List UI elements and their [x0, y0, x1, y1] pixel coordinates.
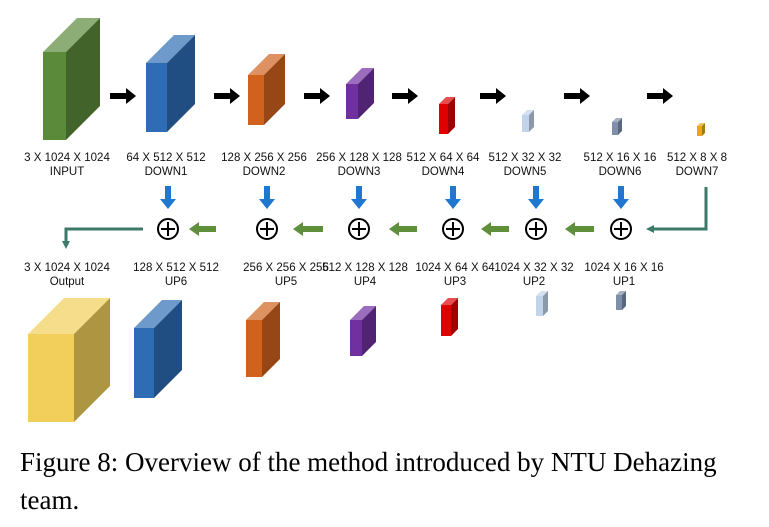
decoder-size-up6: 128 X 512 X 512 [133, 262, 219, 274]
encoder-size-down6: 512 X 16 X 16 [584, 152, 657, 164]
decoder-block-up5 [246, 302, 280, 377]
encoder-block-input [43, 18, 100, 140]
forward-arrow-2 [214, 88, 240, 104]
up-arrow-3 [389, 222, 417, 236]
skip-arrow-6 [613, 186, 629, 209]
skip-arrow-5 [528, 186, 544, 209]
decoder-block-up1 [616, 291, 626, 310]
decoder-size-output: 3 X 1024 X 1024 [24, 262, 110, 274]
output-connector [62, 227, 143, 249]
encoder-name-down1: DOWN1 [145, 166, 188, 178]
encoder-size-down7: 512 X 8 X 8 [667, 152, 727, 164]
skip-arrow-4 [445, 186, 461, 209]
encoder-size-down5: 512 X 32 X 32 [489, 152, 562, 164]
encoder-block-down3 [346, 68, 374, 119]
decoder-size-up4: 512 X 128 X 128 [322, 262, 408, 274]
encoder-name-down4: DOWN4 [422, 166, 465, 178]
encoder-block-down5 [522, 110, 534, 132]
add-node-3 [348, 218, 370, 240]
decoder-size-up1: 1024 X 16 X 16 [584, 262, 663, 274]
encoder-size-down1: 64 X 512 X 512 [126, 152, 205, 164]
decoder-block-up2 [536, 291, 548, 316]
encoder-block-down7 [697, 123, 705, 136]
skip-arrow-2 [259, 186, 275, 209]
encoder-size-down4: 512 X 64 X 64 [407, 152, 480, 164]
encoder-size-input: 3 X 1024 X 1024 [24, 152, 110, 164]
figure-caption: Figure 8: Overview of the method introdu… [20, 447, 717, 515]
add-node-6 [610, 218, 632, 240]
encoder-size-down2: 128 X 256 X 256 [221, 152, 307, 164]
add-node-2 [256, 218, 278, 240]
encoder-block-down1 [146, 35, 195, 132]
decoder-block-up4 [350, 306, 376, 356]
encoder-name-down5: DOWN5 [504, 166, 547, 178]
decoder-name-up3: UP3 [444, 276, 466, 288]
encoder-block-down4 [439, 97, 455, 134]
encoder-name-down6: DOWN6 [599, 166, 642, 178]
decoder-block-up3 [441, 298, 458, 336]
encoder-block-down6 [612, 118, 622, 135]
up-arrow-4 [481, 222, 509, 236]
encoder-size-down3: 256 X 128 X 128 [316, 152, 402, 164]
skip-arrow-3 [351, 186, 367, 209]
encoder-name-down7: DOWN7 [676, 166, 719, 178]
decoder-name-up4: UP4 [354, 276, 377, 288]
encoder-name-down3: DOWN3 [338, 166, 381, 178]
skip-arrow-1 [160, 186, 176, 209]
up-arrow-2 [293, 222, 323, 236]
decoder-name-up6: UP6 [165, 276, 187, 288]
decoder-size-up5: 256 X 256 X 256 [243, 262, 329, 274]
forward-arrow-6 [564, 88, 590, 104]
up-arrow-5 [565, 222, 594, 236]
decoder-size-up3: 1024 X 64 X 64 [415, 262, 495, 274]
forward-arrow-5 [480, 88, 506, 104]
encoder-name-down2: DOWN2 [243, 166, 286, 178]
decoder-size-up2: 1024 X 32 X 32 [494, 262, 573, 274]
forward-arrow-7 [647, 88, 673, 104]
add-node-4 [442, 218, 464, 240]
decoder-name-up5: UP5 [275, 276, 297, 288]
decoder-block-output [28, 298, 110, 422]
bottleneck-connector [646, 187, 708, 233]
decoder-name-up2: UP2 [523, 276, 545, 288]
forward-arrow-3 [304, 88, 330, 104]
add-node-1 [157, 218, 179, 240]
forward-arrow-4 [392, 88, 418, 104]
decoder-block-up6 [134, 300, 182, 398]
encoder-name-input: INPUT [50, 166, 85, 178]
add-node-5 [525, 218, 547, 240]
encoder-block-down2 [248, 54, 285, 125]
decoder-name-output: Output [50, 276, 85, 288]
decoder-name-up1: UP1 [613, 276, 635, 288]
up-arrow-1 [189, 222, 216, 236]
forward-arrow-1 [110, 88, 136, 104]
